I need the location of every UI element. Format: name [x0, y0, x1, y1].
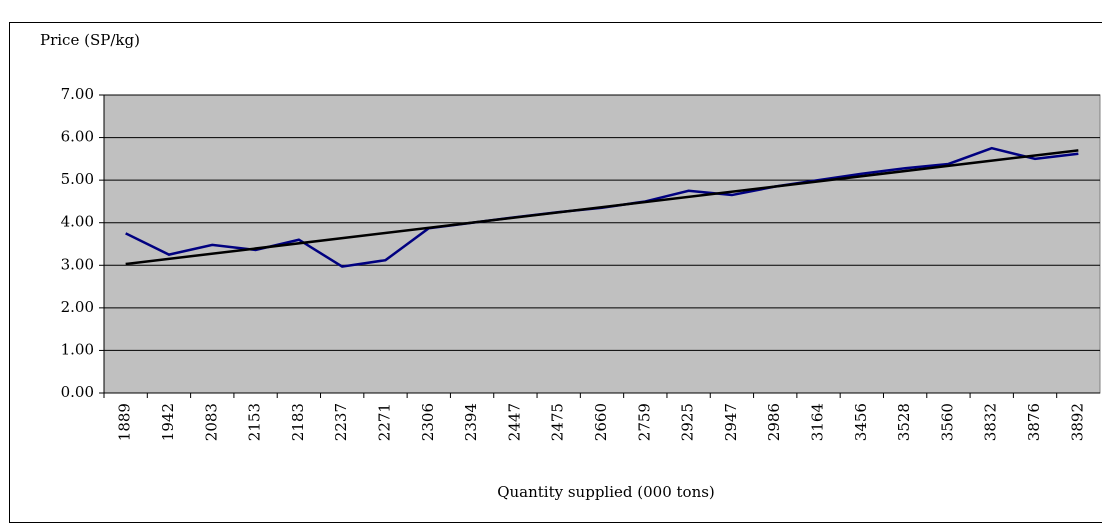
- x-tick-label: 2475: [549, 403, 567, 441]
- trendline: [125, 149, 1079, 266]
- y-tick-label: 0.00: [61, 383, 94, 401]
- x-tick-label: 2083: [202, 403, 220, 441]
- x-tick-label: 3876: [1025, 403, 1043, 441]
- y-tick-label: 1.00: [61, 340, 94, 358]
- x-tick-label: 3560: [938, 403, 956, 441]
- x-tick-label: 3832: [982, 403, 1000, 441]
- x-axis-title: Quantity supplied (000 tons): [497, 483, 715, 501]
- x-tick-label: 2947: [722, 403, 740, 441]
- y-tick-label: 5.00: [61, 170, 94, 188]
- x-tick-label: 3892: [1068, 403, 1086, 441]
- x-tick-label: 2153: [246, 403, 264, 441]
- x-tick-label: 2183: [289, 403, 307, 441]
- plot-area: [103, 94, 1101, 394]
- x-tick-label: 2759: [635, 403, 653, 441]
- x-tick-label: 2237: [332, 403, 350, 441]
- y-tick-label: 3.00: [61, 255, 94, 273]
- y-axis-title: Price (SP/kg): [40, 31, 140, 49]
- x-tick-label: 1942: [159, 403, 177, 441]
- y-tick-label: 4.00: [61, 213, 94, 231]
- x-tick-label: 2271: [375, 403, 393, 441]
- y-tick-label: 7.00: [61, 85, 94, 103]
- x-tick-label: 3164: [809, 403, 827, 441]
- x-tick-label: 2447: [505, 403, 523, 441]
- y-tick-label: 6.00: [61, 128, 94, 146]
- x-tick-label: 2306: [419, 403, 437, 441]
- x-tick-label: 3456: [852, 403, 870, 441]
- x-tick-label: 1889: [116, 403, 134, 441]
- x-tick-label: 2925: [679, 403, 697, 441]
- x-tick-label: 2394: [462, 403, 480, 441]
- x-tick-label: 2660: [592, 403, 610, 441]
- x-tick-label: 3528: [895, 403, 913, 441]
- x-tick-label: 2986: [765, 403, 783, 441]
- y-tick-label: 2.00: [61, 298, 94, 316]
